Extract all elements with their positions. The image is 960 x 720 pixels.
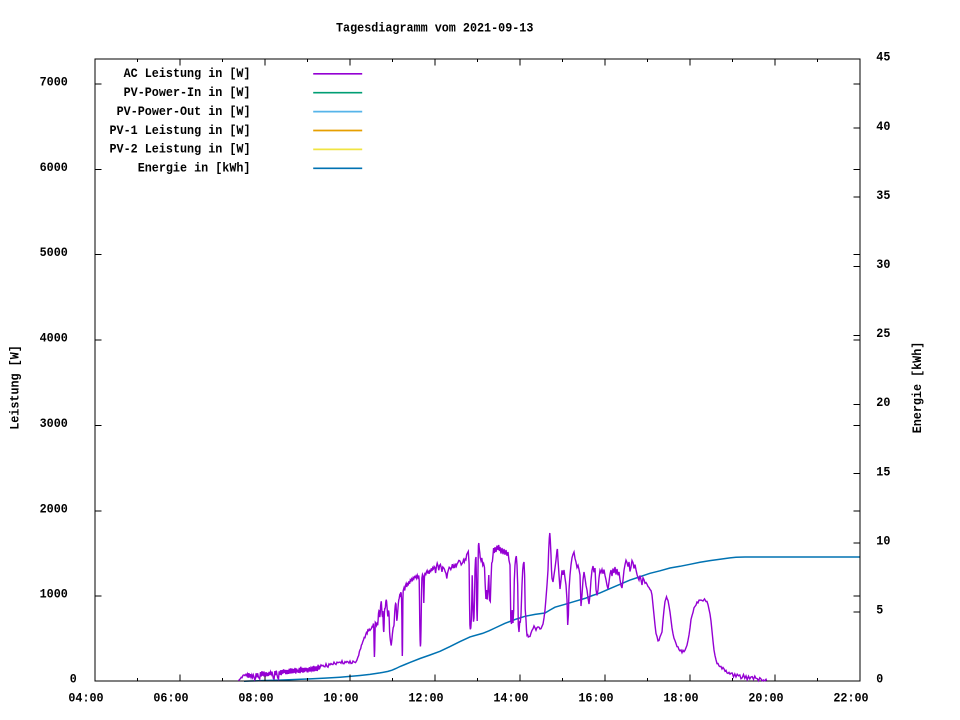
svg-text:22:00: 22:00 — [833, 691, 868, 705]
svg-text:15: 15 — [876, 465, 890, 479]
svg-text:Energie [kWh]: Energie [kWh] — [911, 342, 925, 434]
svg-text:18:00: 18:00 — [663, 691, 698, 705]
svg-text:5000: 5000 — [40, 246, 68, 260]
svg-text:10:00: 10:00 — [323, 691, 358, 705]
svg-text:16:00: 16:00 — [578, 691, 613, 705]
svg-text:Leistung [W]: Leistung [W] — [8, 345, 22, 430]
svg-text:35: 35 — [876, 189, 890, 203]
svg-text:Tagesdiagramm vom 2021-09-13: Tagesdiagramm vom 2021-09-13 — [336, 21, 533, 35]
svg-text:20: 20 — [876, 396, 890, 410]
svg-text:08:00: 08:00 — [238, 691, 273, 705]
svg-text:7000: 7000 — [40, 76, 68, 90]
svg-text:AC Leistung in [W]: AC Leistung in [W] — [124, 67, 251, 81]
svg-text:PV-Power-In in [W]: PV-Power-In in [W] — [124, 86, 251, 100]
svg-text:PV-2 Leistung in [W]: PV-2 Leistung in [W] — [110, 143, 251, 157]
svg-text:1000: 1000 — [40, 588, 68, 602]
svg-text:2000: 2000 — [40, 502, 68, 516]
svg-text:PV-Power-Out in [W]: PV-Power-Out in [W] — [117, 105, 251, 119]
svg-text:Energie in [kWh]: Energie in [kWh] — [138, 162, 251, 176]
svg-text:0: 0 — [70, 673, 77, 687]
svg-text:10: 10 — [876, 535, 890, 549]
svg-text:20:00: 20:00 — [748, 691, 783, 705]
svg-text:PV-1 Leistung in [W]: PV-1 Leistung in [W] — [110, 124, 251, 138]
svg-text:12:00: 12:00 — [408, 691, 443, 705]
svg-text:0: 0 — [876, 673, 883, 687]
svg-text:25: 25 — [876, 327, 890, 341]
svg-text:06:00: 06:00 — [153, 691, 188, 705]
svg-text:4000: 4000 — [40, 332, 68, 346]
svg-text:40: 40 — [876, 120, 890, 134]
svg-text:6000: 6000 — [40, 161, 68, 175]
svg-text:04:00: 04:00 — [68, 691, 103, 705]
svg-text:30: 30 — [876, 258, 890, 272]
svg-text:5: 5 — [876, 604, 883, 618]
svg-text:14:00: 14:00 — [493, 691, 528, 705]
svg-text:45: 45 — [876, 51, 890, 65]
svg-text:3000: 3000 — [40, 417, 68, 431]
